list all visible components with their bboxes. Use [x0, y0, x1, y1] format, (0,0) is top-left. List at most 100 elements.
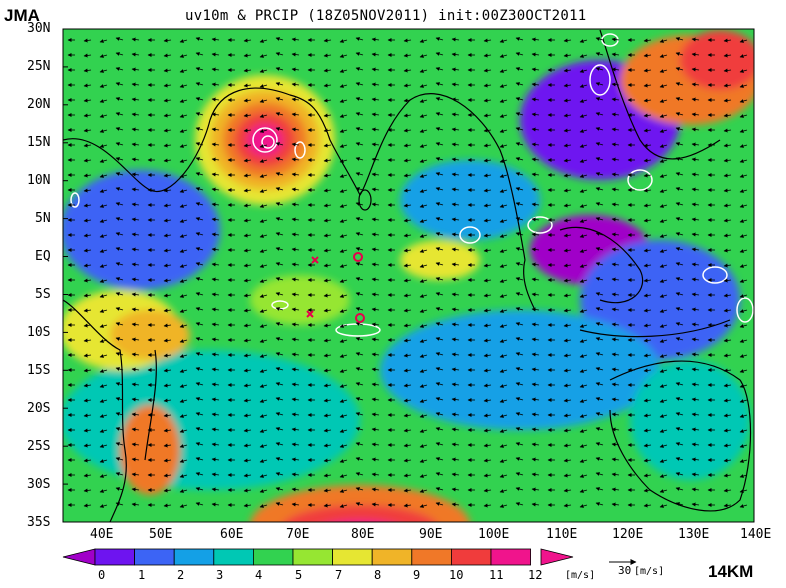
wind-arrow	[83, 68, 92, 73]
wind-arrow	[723, 338, 732, 343]
wind-arrow	[163, 383, 172, 388]
wind-arrow	[179, 429, 188, 433]
wind-arrow	[355, 82, 364, 86]
wind-arrow	[275, 67, 284, 71]
wind-arrow	[115, 412, 124, 416]
wind-arrow	[211, 202, 220, 207]
wind-arrow	[435, 67, 444, 71]
wind-arrow	[739, 384, 748, 388]
wind-arrow	[195, 52, 204, 56]
wind-arrow	[211, 52, 220, 57]
wind-arrow	[323, 128, 332, 133]
wind-arrow	[179, 369, 188, 373]
wind-arrow	[675, 292, 684, 296]
wind-arrow	[323, 398, 332, 403]
wind-arrow	[579, 444, 588, 448]
wind-arrow	[243, 278, 252, 283]
wind-arrow	[563, 278, 572, 283]
wind-arrow	[195, 382, 204, 386]
wind-arrow	[563, 293, 572, 298]
wind-arrow	[355, 427, 364, 431]
wind-arrow	[723, 353, 732, 358]
wind-arrow	[323, 353, 332, 358]
wind-arrow	[403, 83, 412, 88]
wind-arrow	[659, 114, 668, 118]
wind-arrow	[595, 67, 604, 71]
wind-arrow	[419, 399, 428, 403]
wind-arrow	[275, 127, 284, 131]
wind-arrow	[291, 217, 300, 222]
wind-arrow	[451, 277, 460, 282]
wind-arrow	[643, 188, 652, 193]
wind-arrow	[675, 277, 684, 281]
wind-arrow	[563, 383, 572, 388]
wind-arrow	[659, 84, 668, 88]
wind-arrow	[531, 157, 540, 162]
wind-arrow	[723, 203, 732, 208]
wind-arrow	[163, 98, 172, 103]
wind-arrow	[115, 82, 124, 86]
wind-arrow	[99, 279, 108, 283]
wind-arrow	[99, 384, 108, 388]
wind-arrow	[579, 309, 588, 313]
wind-arrow	[579, 354, 588, 358]
wind-arrow	[243, 98, 252, 103]
wind-arrow	[531, 427, 540, 432]
lat-label: 30N	[27, 21, 51, 36]
wind-arrow	[83, 398, 92, 403]
wind-arrow	[163, 128, 172, 133]
wind-arrow	[163, 323, 172, 328]
wind-arrow	[451, 52, 460, 57]
wind-arrow	[163, 68, 172, 73]
wind-arrow	[563, 113, 572, 118]
wind-arrow	[611, 67, 620, 72]
colorbar-swatch	[371, 548, 413, 566]
wind-arrow	[259, 204, 268, 208]
wind-arrow	[339, 369, 348, 373]
wind-arrow	[451, 157, 460, 162]
wind-arrow	[691, 262, 700, 267]
wind-arrow	[179, 114, 188, 118]
wind-arrow	[611, 232, 620, 237]
wind-arrow	[163, 218, 172, 223]
wind-arrow	[339, 279, 348, 283]
wind-arrow	[563, 248, 572, 253]
wind-arrow	[131, 427, 140, 432]
wind-arrow	[435, 187, 444, 191]
wind-arrow	[291, 142, 300, 147]
wind-arrow	[739, 294, 748, 298]
wind-arrow	[563, 143, 572, 148]
wind-arrow	[259, 399, 268, 403]
wind-arrow	[291, 442, 300, 447]
wind-arrow	[163, 158, 172, 163]
wind-arrow	[595, 397, 604, 401]
wind-arrow	[99, 129, 108, 133]
wind-arrow	[259, 324, 268, 328]
wind-arrow	[611, 277, 620, 282]
wind-arrow	[739, 204, 748, 208]
wind-arrow	[515, 442, 524, 446]
wind-arrow	[675, 322, 684, 326]
wind-arrow	[659, 279, 668, 283]
wind-arrow	[483, 53, 492, 58]
wind-arrow	[211, 217, 220, 222]
colorbar-tick-label: 4	[255, 568, 263, 582]
wind-arrow	[355, 292, 364, 296]
wind-arrow	[531, 112, 540, 117]
wind-arrow	[659, 384, 668, 388]
wind-arrow	[515, 202, 524, 206]
wind-arrow	[371, 262, 380, 267]
wind-arrow	[115, 37, 124, 41]
lon-label: 140E	[740, 527, 772, 542]
wind-arrow	[275, 307, 284, 311]
model-resolution: 14KM	[708, 562, 754, 581]
wind-arrow	[259, 219, 268, 223]
wind-arrow	[739, 54, 748, 58]
wind-arrow	[483, 83, 492, 88]
wind-arrow	[243, 428, 252, 433]
wind-arrow	[691, 172, 700, 177]
wind-arrow	[339, 114, 348, 118]
wind-arrow	[291, 172, 300, 177]
wind-arrow	[579, 114, 588, 118]
wind-arrow	[659, 144, 668, 148]
